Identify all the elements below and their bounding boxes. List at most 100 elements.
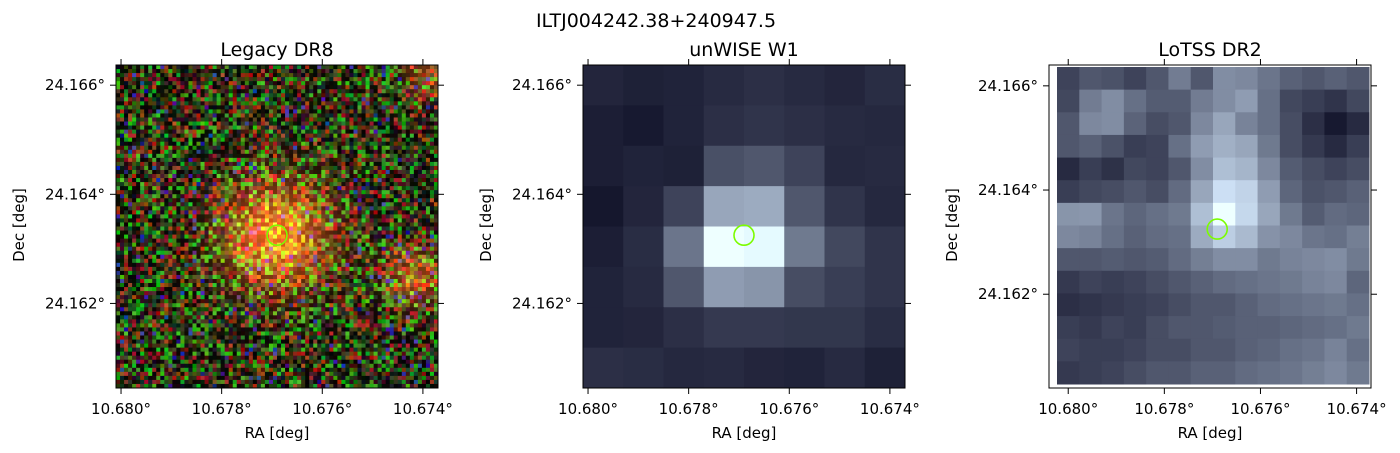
pixel: [128, 141, 133, 147]
pixel: [433, 178, 439, 183]
pixel: [325, 174, 330, 179]
pixel: [301, 174, 306, 179]
pixel: [285, 198, 290, 203]
pixel: [180, 133, 185, 139]
pixel: [305, 202, 310, 207]
pixel: [188, 97, 193, 102]
pixel: [252, 274, 258, 280]
pixel: [208, 77, 213, 82]
pixel: [277, 214, 282, 219]
pixel: [433, 137, 439, 143]
pixel: [369, 226, 375, 231]
pixel: [297, 202, 302, 207]
pixel: [248, 77, 254, 82]
pixel: [433, 278, 439, 284]
pixel: [236, 141, 242, 147]
pixel: [405, 210, 411, 215]
pixel: [417, 194, 423, 199]
pixel: [381, 291, 387, 296]
pixel: [232, 145, 238, 151]
pixel: [196, 283, 201, 288]
pixel: [144, 311, 149, 316]
pixel: [136, 89, 141, 94]
pixel: [128, 153, 133, 159]
pixel: [417, 283, 423, 288]
pixel: [228, 238, 234, 244]
pixel: [164, 250, 169, 256]
pixel: [333, 283, 338, 288]
pixel: [405, 202, 411, 207]
pixel: [132, 186, 137, 191]
pixel: [325, 254, 330, 260]
pixel: [281, 238, 286, 244]
pixel: [365, 311, 370, 316]
pixel: [128, 178, 133, 183]
pixel: [208, 73, 213, 78]
pixel: [381, 238, 387, 244]
pixel: [413, 274, 419, 280]
pixel: [349, 226, 354, 231]
pixel: [325, 262, 330, 268]
pixel: [349, 258, 354, 264]
pixel: [309, 97, 314, 102]
pixel: [285, 295, 290, 300]
pixel: [192, 250, 197, 256]
pixel: [381, 125, 387, 130]
pixel: [144, 69, 149, 74]
pixel: [293, 109, 298, 114]
pixel: [116, 89, 121, 94]
pixel: [345, 311, 350, 316]
pixel: [301, 165, 306, 171]
pixel: [325, 145, 330, 151]
pixel: [297, 270, 302, 276]
pixel: [385, 133, 391, 139]
pixel: [337, 262, 342, 268]
pixel: [289, 165, 294, 171]
pixel: [124, 218, 129, 223]
pixel: [433, 93, 439, 98]
pixel: [212, 69, 218, 74]
pixel: [124, 101, 129, 106]
pixel: [220, 182, 226, 187]
pixel: [120, 157, 125, 163]
pixel: [281, 121, 286, 126]
pixel: [389, 137, 395, 143]
pixel: [192, 149, 197, 155]
pixel: [232, 198, 238, 203]
pixel: [289, 65, 294, 70]
pixel: [353, 141, 358, 147]
pixel: [345, 194, 350, 199]
pixel: [236, 287, 242, 292]
pixel: [373, 218, 379, 223]
pixel: [397, 287, 403, 292]
pixel: [321, 174, 326, 179]
pixel: [256, 178, 262, 183]
pixel: [260, 287, 266, 292]
pixel: [240, 238, 246, 244]
pixel: [260, 145, 266, 151]
pixel: [397, 274, 403, 280]
pixel: [268, 274, 274, 280]
pixel: [389, 218, 395, 223]
pixel: [377, 307, 383, 312]
pixel: [196, 109, 201, 114]
pixel: [413, 218, 419, 223]
pixel: [297, 246, 302, 252]
pixel: [216, 81, 222, 86]
pixel: [236, 101, 242, 106]
pixel: [401, 295, 407, 300]
pixel: [365, 214, 370, 219]
pixel: [232, 262, 238, 268]
pixel: [365, 186, 370, 191]
pixel: [236, 206, 242, 211]
pixel: [393, 283, 399, 288]
pixel: [128, 315, 133, 320]
pixel: [357, 287, 362, 292]
pixel: [309, 202, 314, 207]
pixel: [329, 73, 334, 78]
pixel: [200, 101, 205, 106]
pixel: [317, 194, 322, 199]
pixel: [260, 121, 266, 126]
pixel: [180, 161, 185, 167]
pixel: [184, 153, 189, 159]
